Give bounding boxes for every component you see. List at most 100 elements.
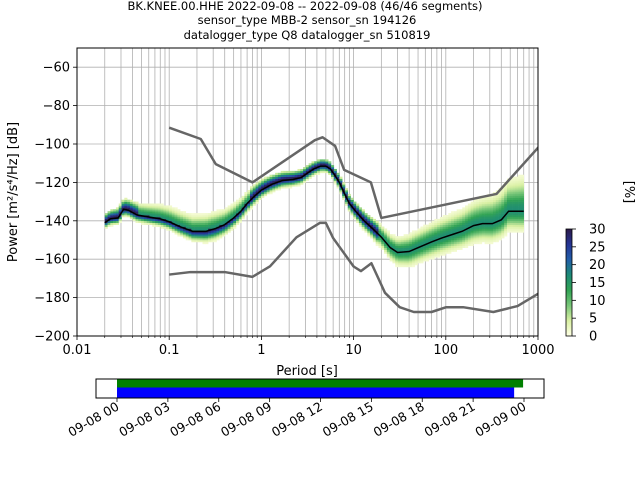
histogram-cell [336, 176, 340, 179]
histogram-cell [370, 220, 374, 224]
histogram-cell [518, 180, 522, 183]
histogram-cell [520, 220, 525, 224]
histogram-cell [456, 228, 460, 231]
histogram-cell [506, 197, 511, 200]
histogram-cell [417, 234, 421, 237]
histogram-cell [481, 234, 485, 237]
histogram-cell [420, 240, 424, 243]
histogram-cell [492, 234, 497, 237]
histogram-cell [269, 180, 273, 183]
histogram-cell [208, 222, 212, 225]
histogram-cell [425, 247, 430, 250]
histogram-cell [266, 178, 270, 181]
colorbar-tick-label: 5 [589, 312, 597, 327]
histogram-cell [515, 211, 519, 214]
histogram-cell [339, 190, 343, 193]
histogram-cell [180, 232, 184, 235]
histogram-cell [498, 193, 502, 197]
histogram-cell [459, 238, 463, 241]
histogram-cell [129, 201, 133, 204]
histogram-cell [487, 203, 491, 206]
histogram-cell [356, 211, 360, 214]
histogram-cell [367, 218, 371, 222]
histogram-cell [400, 238, 404, 241]
histogram-cell [428, 236, 432, 239]
histogram-cell [266, 186, 270, 189]
histogram-cell [188, 224, 192, 227]
histogram-cell [168, 226, 173, 229]
histogram-cell [512, 195, 516, 199]
histogram-cell [305, 178, 309, 181]
histogram-cell [490, 224, 494, 227]
histogram-cell [495, 216, 499, 220]
histogram-cell [423, 236, 427, 239]
histogram-cell [258, 180, 262, 183]
histogram-cell [467, 213, 471, 216]
histogram-cell [177, 232, 181, 235]
histogram-cell [392, 251, 396, 254]
histogram-cell [182, 228, 187, 231]
histogram-cell [118, 207, 122, 210]
histogram-cell [280, 174, 284, 177]
histogram-cell [484, 228, 488, 231]
histogram-cell [386, 255, 390, 258]
histogram-cell [414, 236, 418, 239]
histogram-cell [504, 205, 508, 208]
histogram-cell [219, 232, 223, 235]
histogram-cell [414, 253, 418, 256]
histogram-cell [425, 236, 430, 239]
histogram-cell [506, 222, 511, 225]
histogram-cell [277, 176, 282, 179]
histogram-cell [333, 168, 337, 172]
histogram-cell [118, 220, 122, 224]
histogram-cell [484, 211, 488, 214]
histogram-cell [470, 207, 474, 210]
histogram-cell [509, 209, 513, 212]
histogram-cell [431, 253, 435, 256]
histogram-cell [294, 178, 298, 181]
histogram-cell [384, 245, 388, 248]
histogram-cell [437, 232, 441, 235]
histogram-cell [520, 192, 525, 195]
histogram-cell [411, 263, 416, 266]
histogram-cell [104, 215, 108, 218]
histogram-cell [141, 216, 145, 220]
histogram-cell [224, 232, 228, 235]
histogram-cell [484, 209, 488, 212]
histogram-cell [425, 255, 430, 258]
histogram-cell [490, 226, 494, 229]
histogram-cell [398, 255, 402, 258]
histogram-cell [168, 209, 173, 212]
histogram-cell [275, 178, 279, 181]
histogram-cell [470, 216, 474, 220]
histogram-cell [409, 264, 413, 268]
histogram-cell [403, 253, 407, 256]
histogram-cell [434, 230, 438, 233]
histogram-cell [194, 213, 198, 216]
histogram-cell [515, 226, 519, 229]
histogram-cell [515, 193, 519, 197]
histogram-cell [199, 215, 203, 218]
histogram-cell [414, 243, 418, 247]
histogram-cell [389, 238, 393, 241]
histogram-cell [423, 251, 427, 254]
histogram-cell [330, 165, 335, 168]
histogram-cell [255, 195, 259, 199]
histogram-cell [423, 253, 427, 256]
histogram-cell [152, 209, 156, 212]
histogram-cell [481, 213, 485, 216]
histogram-cell [414, 234, 418, 237]
histogram-cell [180, 218, 184, 222]
histogram-cell [222, 228, 226, 231]
histogram-cell [339, 182, 343, 185]
histogram-cell [124, 205, 128, 208]
histogram-cell [476, 230, 480, 233]
histogram-cell [185, 226, 189, 229]
histogram-cell [501, 193, 505, 197]
histogram-cell [328, 170, 332, 174]
histogram-cell [403, 236, 407, 239]
histogram-cell [358, 222, 363, 225]
histogram-cell [498, 236, 502, 239]
histogram-cell [249, 199, 254, 202]
histogram-cell [518, 195, 522, 199]
